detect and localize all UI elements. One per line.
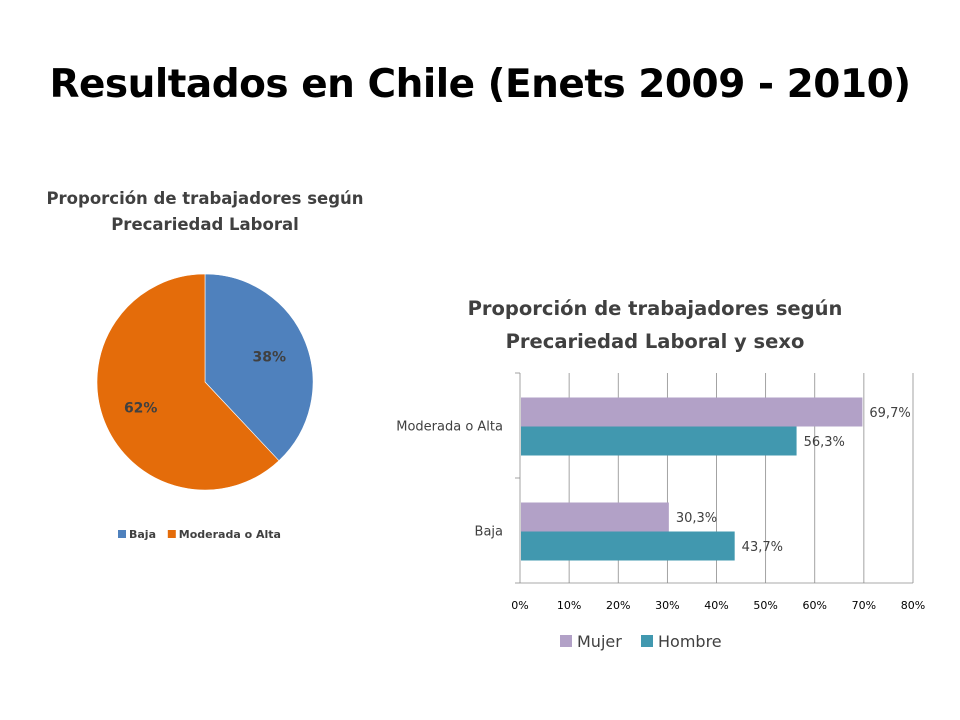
- bar-x-tick-label: 40%: [704, 599, 728, 612]
- bar-x-tick-label: 50%: [753, 599, 777, 612]
- bar-x-tick-label: 20%: [606, 599, 630, 612]
- pie-legend-label: Moderada o Alta: [179, 528, 281, 541]
- pie-legend-swatch: [118, 530, 126, 538]
- bar-hombre: [521, 531, 735, 561]
- bar-category-label: Baja: [475, 525, 503, 540]
- pie-data-label: 38%: [253, 350, 287, 366]
- bar-data-label: 56,3%: [804, 435, 845, 450]
- pie-data-label: 62%: [124, 400, 158, 416]
- bar-data-label: 69,7%: [869, 406, 910, 421]
- pie-slice-moderada-alta: [96, 273, 280, 491]
- bar-title-line-1: Proporción de trabajadores según: [467, 297, 843, 320]
- bar-legend-swatch: [560, 635, 572, 647]
- bar-mujer: [521, 397, 863, 427]
- bar-mujer: [521, 502, 669, 532]
- bar-data-label: 43,7%: [742, 540, 783, 555]
- pie-legend-swatch: [167, 530, 176, 538]
- bar-hombre: [521, 426, 797, 456]
- bar-x-tick-label: 60%: [803, 599, 827, 612]
- bar-chart-title: Proporción de trabajadores según Precari…: [430, 292, 880, 358]
- bar-legend-label: Mujer: [577, 632, 622, 651]
- bar-x-tick-label: 0%: [511, 599, 528, 612]
- bar-category-label: Moderada o Alta: [396, 420, 503, 435]
- slide-title: Resultados en Chile (Enets 2009 - 2010): [49, 62, 911, 107]
- pie-slice-baja: [204, 273, 314, 462]
- bar-x-tick-label: 70%: [852, 599, 876, 612]
- pie-title-line-1: Proporción de trabajadores según: [46, 189, 364, 208]
- bar-legend-swatch: [641, 635, 653, 647]
- bar-x-tick-label: 80%: [901, 599, 925, 612]
- bar-x-tick-label: 30%: [655, 599, 679, 612]
- pie-title-line-2: Precariedad Laboral: [111, 215, 299, 234]
- bar-title-line-2: Precariedad Laboral y sexo: [505, 330, 805, 353]
- bar-legend-label: Hombre: [658, 632, 722, 651]
- bar-x-tick-label: 10%: [557, 599, 581, 612]
- bar-data-label: 30,3%: [676, 511, 717, 526]
- pie-legend-label: Baja: [129, 528, 156, 541]
- pie-chart-title: Proporción de trabajadores según Precari…: [25, 186, 385, 238]
